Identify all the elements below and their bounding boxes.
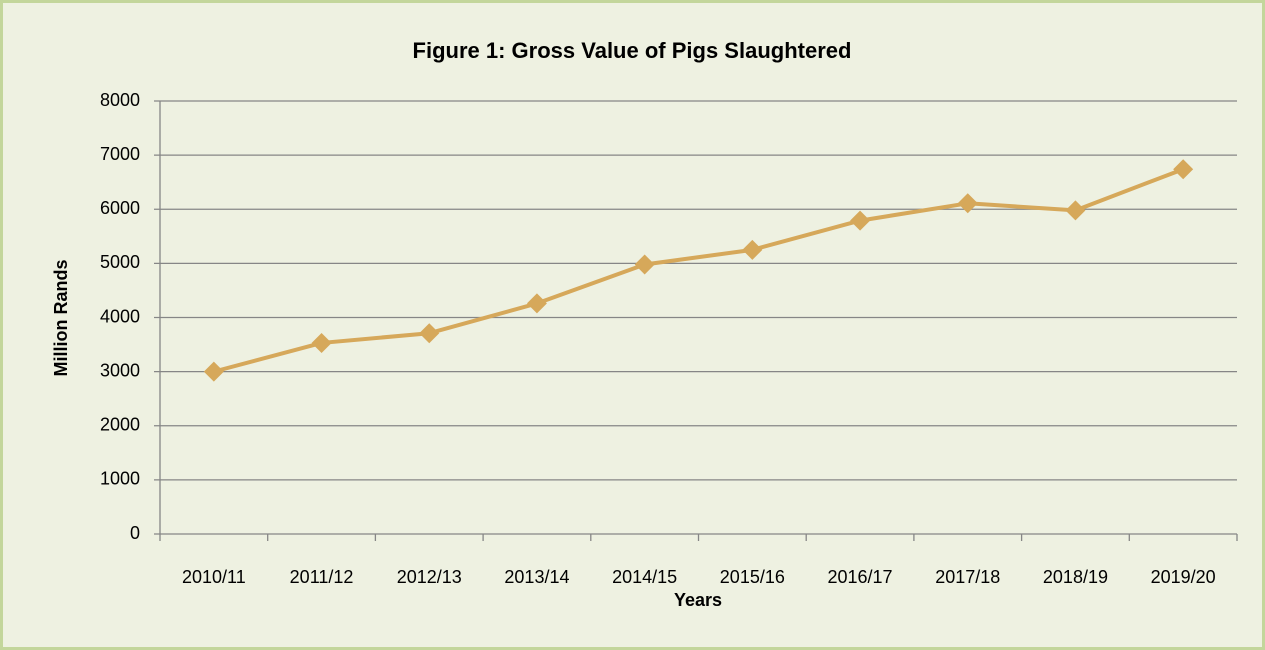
- x-axis-label: Years: [674, 590, 722, 610]
- line: [213, 167, 1184, 374]
- x-tick-label: 2011/12: [290, 567, 354, 587]
- marker: [419, 323, 440, 344]
- marker: [526, 293, 547, 314]
- marker: [634, 254, 655, 275]
- x-tick-label: 2018/19: [1043, 567, 1108, 587]
- x-tick-label: 2019/20: [1151, 567, 1216, 587]
- y-tick-label: 7000: [100, 144, 140, 164]
- x-tick-label: 2013/14: [504, 567, 569, 587]
- y-tick-label: 8000: [100, 90, 140, 110]
- marker: [311, 332, 332, 353]
- y-tick-label: 6000: [100, 198, 140, 218]
- marker: [742, 239, 763, 260]
- marker: [850, 210, 871, 231]
- chart-title: Figure 1: Gross Value of Pigs Slaughtere…: [413, 38, 852, 63]
- x-tick-label: 2014/15: [612, 567, 677, 587]
- x-tick-label: 2015/16: [720, 567, 785, 587]
- y-axis-label: Million Rands: [51, 260, 71, 377]
- x-tick-label: 2017/18: [935, 567, 1000, 587]
- marker: [1173, 159, 1194, 180]
- marker: [1065, 200, 1086, 221]
- marker: [203, 361, 224, 382]
- marker: [957, 193, 978, 214]
- y-tick-label: 3000: [100, 360, 140, 380]
- y-tick-label: 0: [130, 523, 140, 543]
- x-tick-label: 2012/13: [397, 567, 462, 587]
- y-tick-label: 4000: [100, 306, 140, 326]
- y-tick-label: 5000: [100, 252, 140, 272]
- y-tick-label: 2000: [100, 415, 140, 435]
- x-tick-label: 2010/11: [182, 567, 246, 587]
- y-tick-label: 1000: [100, 469, 140, 489]
- x-tick-label: 2016/17: [828, 567, 893, 587]
